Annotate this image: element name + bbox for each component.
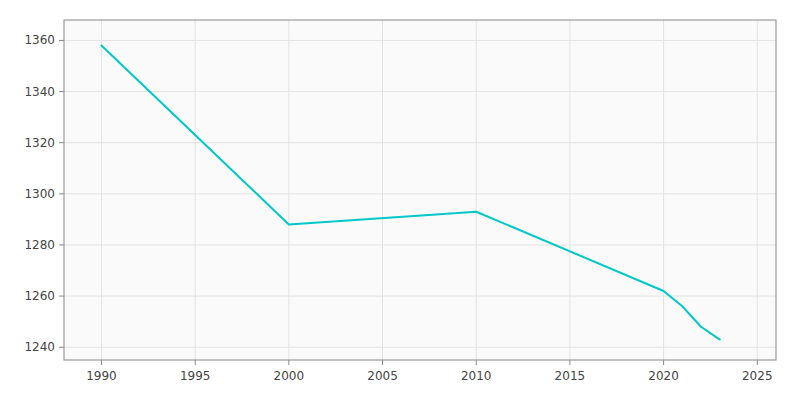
- y-tick-label: 1360: [24, 33, 55, 47]
- x-grid-line: [663, 20, 664, 360]
- y-tick-label: 1260: [24, 289, 55, 303]
- x-grid-line: [288, 20, 289, 360]
- y-grid-line: [64, 244, 776, 245]
- x-tick: [569, 360, 570, 365]
- y-grid-line: [64, 91, 776, 92]
- x-tick: [195, 360, 196, 365]
- x-tick-label: 2020: [648, 369, 679, 383]
- x-tick: [382, 360, 383, 365]
- y-grid-line: [64, 193, 776, 194]
- x-tick-label: 2015: [555, 369, 586, 383]
- series: [101, 46, 719, 340]
- page: {"chart_data": {"type": "line", "x": [19…: [0, 0, 800, 400]
- x-grid-line: [757, 20, 758, 360]
- x-grid-line: [101, 20, 102, 360]
- x-tick: [101, 360, 102, 365]
- x-tick: [757, 360, 758, 365]
- line: [101, 46, 719, 340]
- chart-container: 1990 1995 2000 2005 2010 2015 2020 2025 1240 1260…: [0, 0, 800, 400]
- y-tick: [59, 347, 64, 348]
- y-grid-line: [64, 347, 776, 348]
- y-tick: [59, 193, 64, 194]
- grid: [64, 20, 776, 360]
- y-tick-label: 1340: [24, 85, 55, 99]
- x-tick-label: 2005: [367, 369, 398, 383]
- x-grid-line: [476, 20, 477, 360]
- y-tick-label: 1320: [24, 136, 55, 150]
- x-tick-label: 1995: [180, 369, 211, 383]
- x-tick: [663, 360, 664, 365]
- plot-background: [64, 20, 776, 360]
- plot-frame: [64, 20, 776, 360]
- x-grid-line: [195, 20, 196, 360]
- y-tick-label: 1300: [24, 187, 55, 201]
- x-grid-line: [569, 20, 570, 360]
- axes: 1990 1995 2000 2005 2010 2015 2020 2025 1240 1260…: [24, 33, 772, 383]
- x-tick: [288, 360, 289, 365]
- x-tick-label: 1990: [86, 369, 117, 383]
- chart: 1990 1995 2000 2005 2010 2015 2020 2025 1240 1260…: [0, 0, 800, 400]
- x-tick-label: 2000: [274, 369, 305, 383]
- x-tick: [476, 360, 477, 365]
- y-grid-line: [64, 40, 776, 41]
- x-tick-label: 2010: [461, 369, 492, 383]
- y-tick: [59, 40, 64, 41]
- y-grid-line: [64, 142, 776, 143]
- x-tick-label: 2025: [742, 369, 773, 383]
- y-tick: [59, 142, 64, 143]
- y-tick: [59, 91, 64, 92]
- y-tick: [59, 296, 64, 297]
- y-tick-label: 1240: [24, 340, 55, 354]
- y-tick-label: 1280: [24, 238, 55, 252]
- y-tick: [59, 244, 64, 245]
- x-grid-line: [382, 20, 383, 360]
